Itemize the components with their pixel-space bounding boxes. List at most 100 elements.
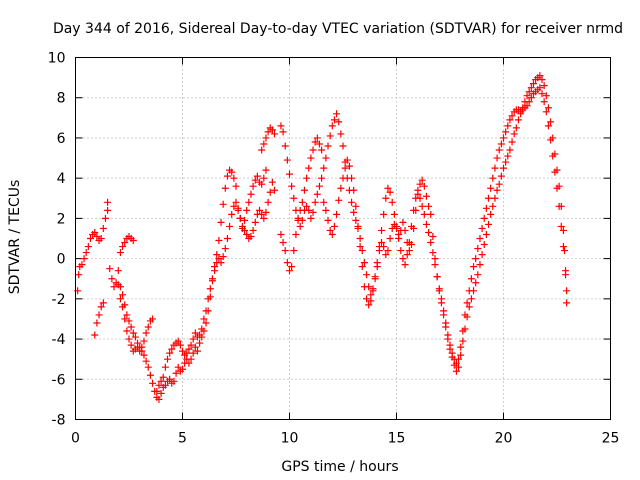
data-point (393, 222, 400, 230)
data-point (365, 301, 373, 309)
data-point (341, 158, 349, 166)
data-point (495, 180, 503, 188)
data-point (410, 206, 418, 214)
data-point (228, 168, 236, 176)
data-point (292, 206, 300, 214)
data-point (294, 214, 302, 222)
data-point (82, 249, 90, 257)
data-point (384, 184, 392, 192)
data-point (320, 198, 328, 206)
data-point (455, 355, 463, 363)
data-point (249, 226, 257, 234)
data-point (401, 261, 409, 269)
data-point (200, 315, 208, 323)
y-tick-label: 6 (57, 131, 66, 147)
data-point (560, 247, 568, 255)
data-point (127, 323, 135, 331)
y-tick-labels: -8 -6 -4 -2 0 2 4 6 8 10 (48, 51, 66, 429)
data-point (563, 287, 571, 295)
data-point (514, 116, 522, 124)
data-point (262, 166, 270, 174)
data-point (487, 210, 495, 218)
data-point (91, 331, 99, 339)
data-point (283, 259, 291, 267)
data-point (97, 303, 105, 311)
data-point (356, 235, 364, 242)
data-point (168, 345, 176, 353)
data-point (149, 315, 157, 323)
data-point (172, 369, 180, 377)
data-point (234, 204, 242, 212)
data-point (307, 154, 315, 162)
data-point (187, 341, 195, 349)
data-point (264, 198, 272, 206)
data-point (429, 249, 437, 257)
data-point (506, 146, 514, 154)
plot-frame (75, 57, 611, 420)
data-point (542, 92, 550, 100)
data-point (315, 140, 323, 148)
x-tick-label: 15 (388, 431, 406, 447)
data-point (191, 329, 199, 337)
data-point (264, 128, 272, 136)
data-point (324, 142, 332, 150)
data-point (223, 172, 231, 180)
data-point (313, 134, 321, 142)
data-point (547, 136, 555, 144)
data-point (305, 206, 313, 214)
data-point (335, 118, 343, 126)
data-point (97, 235, 105, 242)
data-point (101, 214, 109, 222)
data-point (119, 243, 127, 251)
data-point (271, 186, 279, 194)
data-point (463, 299, 471, 307)
data-point (311, 138, 319, 146)
data-point (243, 230, 251, 238)
x-tick-label: 5 (178, 431, 187, 447)
data-point (183, 349, 191, 357)
data-point (119, 291, 127, 299)
data-point (386, 235, 394, 242)
data-point (78, 261, 86, 269)
data-point (116, 295, 124, 303)
data-point (401, 226, 409, 234)
data-point (99, 224, 107, 232)
data-point (457, 343, 465, 351)
data-point (363, 271, 371, 279)
data-point (277, 122, 285, 130)
data-point (437, 295, 445, 303)
data-point (288, 263, 296, 271)
data-point (452, 367, 460, 375)
data-point (309, 208, 317, 216)
data-point (559, 243, 567, 251)
data-point (131, 333, 139, 341)
data-point (388, 198, 396, 206)
data-point (444, 331, 452, 339)
data-point (431, 255, 439, 263)
data-point (305, 164, 313, 172)
data-point (482, 230, 490, 238)
data-point (523, 92, 531, 100)
data-point (333, 110, 341, 118)
data-point (198, 333, 206, 341)
data-point (253, 172, 261, 180)
data-point (493, 154, 501, 162)
data-point (142, 329, 150, 337)
data-point (281, 247, 289, 255)
data-point (500, 134, 507, 142)
data-point (213, 251, 221, 259)
data-point (121, 315, 129, 323)
series-main-track (74, 72, 571, 403)
y-tick-label: 0 (57, 252, 66, 268)
data-point (189, 335, 197, 343)
data-point (119, 303, 127, 311)
data-point (129, 329, 137, 337)
data-point (459, 327, 467, 335)
data-point (219, 253, 227, 261)
data-point (155, 395, 163, 403)
data-point (95, 311, 103, 319)
data-point (303, 202, 311, 210)
data-point (296, 222, 304, 230)
y-tick-label: -2 (52, 292, 66, 308)
